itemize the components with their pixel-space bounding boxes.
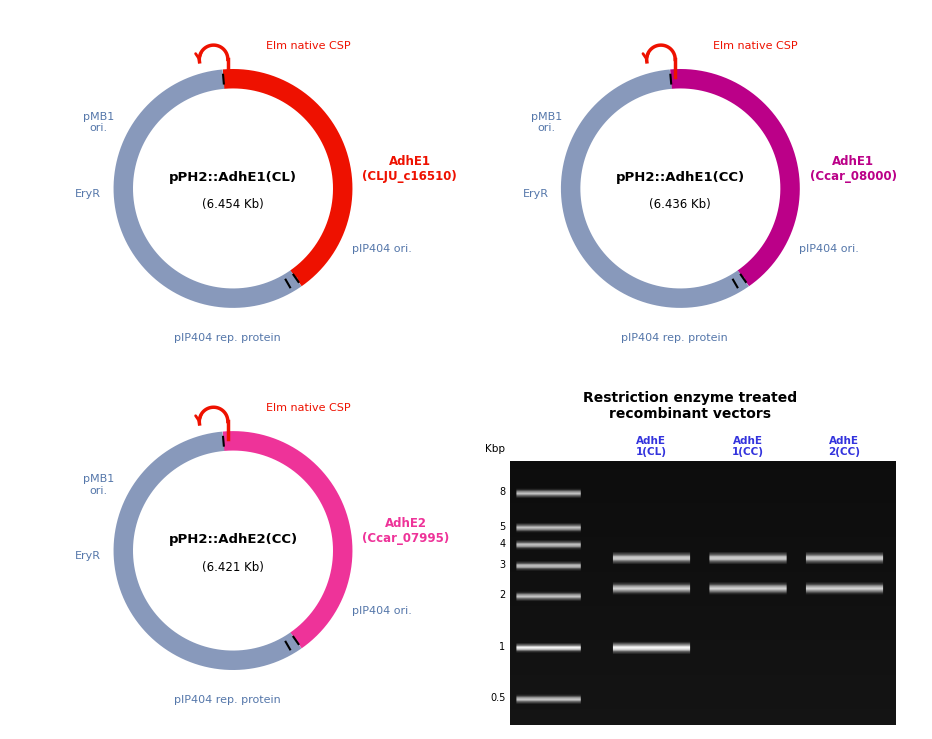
Text: pMB1
ori.: pMB1 ori.: [83, 112, 115, 134]
Text: 0.5: 0.5: [490, 693, 505, 704]
Text: pMB1
ori.: pMB1 ori.: [83, 474, 115, 496]
Text: AdhE
2(CC): AdhE 2(CC): [828, 435, 860, 457]
Text: 1: 1: [500, 641, 505, 652]
Text: 4: 4: [500, 539, 505, 549]
Text: 5: 5: [499, 522, 505, 532]
Text: pIP404 rep. protein: pIP404 rep. protein: [174, 333, 281, 344]
Text: pIP404 ori.: pIP404 ori.: [799, 244, 858, 253]
Text: pMB1
ori.: pMB1 ori.: [530, 112, 562, 134]
Text: AdhE2
(Ccar_07995): AdhE2 (Ccar_07995): [363, 517, 450, 545]
Text: pPH2::AdhE1(CC): pPH2::AdhE1(CC): [616, 171, 745, 184]
Text: Elm native CSP: Elm native CSP: [713, 41, 798, 51]
Text: AdhE
1(CC): AdhE 1(CC): [732, 435, 763, 457]
Text: (6.421 Kb): (6.421 Kb): [202, 560, 264, 573]
Text: (6.436 Kb): (6.436 Kb): [650, 198, 711, 211]
Text: pPH2::AdhE1(CL): pPH2::AdhE1(CL): [169, 171, 297, 184]
Text: Elm native CSP: Elm native CSP: [266, 41, 350, 51]
Text: 8: 8: [500, 487, 505, 497]
Text: 3: 3: [500, 560, 505, 571]
Text: EryR: EryR: [75, 551, 102, 561]
Text: Restriction enzyme treated
recombinant vectors: Restriction enzyme treated recombinant v…: [582, 391, 797, 421]
Text: AdhE
1(CL): AdhE 1(CL): [636, 435, 666, 457]
Text: 2: 2: [499, 590, 505, 600]
Text: pIP404 ori.: pIP404 ori.: [351, 244, 411, 253]
Text: AdhE1
(CLJU_c16510): AdhE1 (CLJU_c16510): [363, 154, 458, 183]
Text: Elm native CSP: Elm native CSP: [266, 403, 350, 413]
Text: pIP404 rep. protein: pIP404 rep. protein: [174, 695, 281, 706]
Text: EryR: EryR: [523, 189, 549, 199]
Text: pIP404 ori.: pIP404 ori.: [351, 606, 411, 616]
Text: (6.454 Kb): (6.454 Kb): [202, 198, 264, 211]
Text: pIP404 rep. protein: pIP404 rep. protein: [622, 333, 728, 344]
Text: Kbp: Kbp: [486, 443, 505, 454]
Text: pPH2::AdhE2(CC): pPH2::AdhE2(CC): [169, 533, 297, 546]
Text: AdhE1
(Ccar_08000): AdhE1 (Ccar_08000): [810, 154, 897, 183]
Text: EryR: EryR: [75, 189, 102, 199]
